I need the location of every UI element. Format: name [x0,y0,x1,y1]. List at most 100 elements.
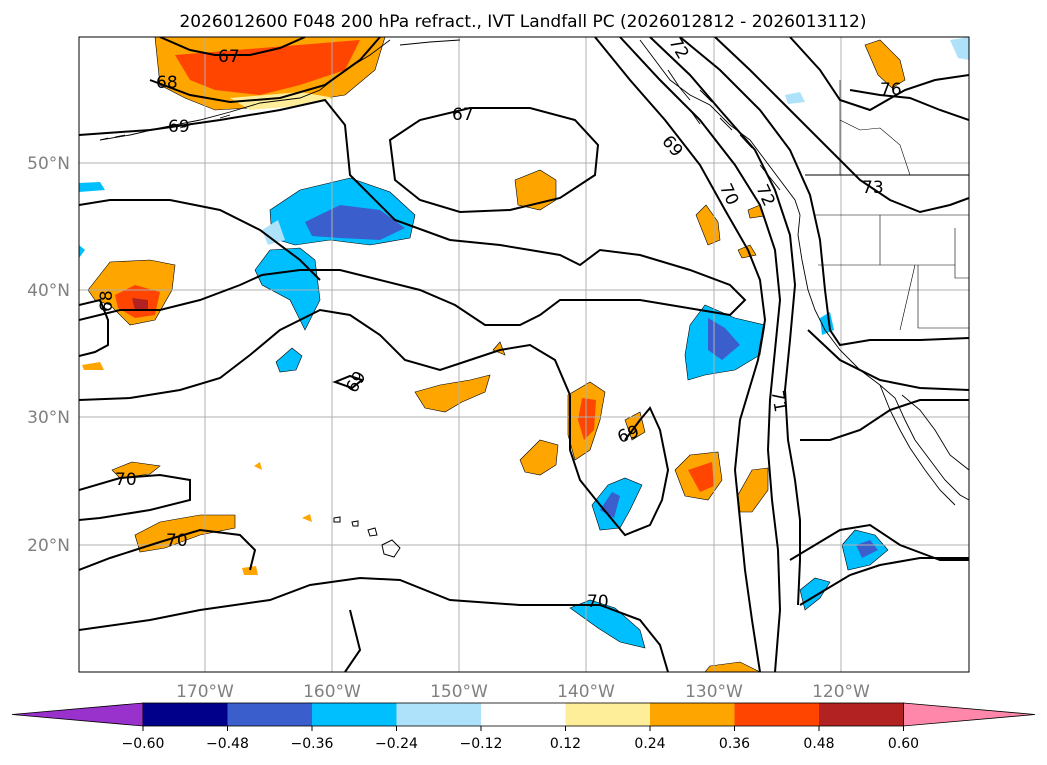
bc-islands [667,69,781,191]
contour-70-far-south [799,557,969,606]
south-positive-dot [242,566,258,575]
lon-label: 130°W [685,682,743,702]
map-frame [78,36,970,673]
positive-anomaly-shading [82,37,906,672]
east-positive-core [688,462,714,492]
canada-negative-dot [785,92,805,104]
colorbar-segment [143,703,228,726]
small-positive-dot [492,341,506,356]
south-coast-positive [704,661,761,672]
colorbar-segment [734,703,819,726]
contour-72 [649,37,801,606]
southwest-positive-patch-2 [111,461,161,479]
state-borders [815,80,969,331]
northpac-negative-core [305,205,405,240]
contour-label: 70 [587,592,609,612]
hawaii-kauai [333,516,341,523]
colorbar-tick-label: −0.36 [291,736,334,752]
contour-72-south-2 [800,399,969,441]
negative-anomaly-shading [79,37,969,649]
lon-label: 140°W [557,682,615,702]
hawaii-islands [333,516,401,558]
contour-label: 73 [862,178,884,198]
small-negative-patch [275,347,303,373]
contour-label: 68 [156,73,178,93]
contour-68-north [149,37,381,104]
contour-labels: 67 67 68 68 69 69 69 69 70 70 70 70 71 7… [97,37,902,612]
mexico-coast [901,394,969,471]
colorbar-tick-label: 0.60 [888,736,919,752]
contour-label: 67 [218,47,240,67]
west-pacific-max [132,298,148,310]
contour-label: 68 [97,290,117,312]
subtropic-positive-patch-2 [519,439,559,476]
lon-label: 160°W [303,682,361,702]
gulf-alaska-patch [514,169,557,211]
colorbar-tick-label: −0.60 [122,736,165,752]
lon-label: 170°W [176,682,234,702]
canada-negative-dot-2 [950,37,969,60]
alaska-positive-core [175,40,360,95]
map-title: 2026012600 F048 200 hPa refract., IVT La… [179,12,866,32]
contour-71-south [789,523,969,561]
colorbar-frame [142,702,904,727]
contour-label: 69 [168,117,190,137]
colorbar-tick-label: −0.12 [460,736,503,752]
hawaii-maui [367,527,378,537]
contour-70-west [79,473,191,521]
subtropic-positive-core [578,398,596,440]
lon-label: 150°W [430,682,488,702]
contour-67-center [388,107,600,214]
contour-70-south-2 [344,609,362,672]
contour-69-loop [332,374,365,390]
contour-76 [849,89,969,121]
bc-coast [639,39,801,216]
colorbar-segment [396,703,481,726]
south-negative-patch [569,599,646,649]
contour-68-west [79,298,109,357]
lat-label: 20°N [27,536,70,556]
colorbar-segment [312,703,397,726]
colorbar-segment [481,703,566,726]
contour-label: 71 [767,389,790,414]
tiny-positive-3 [82,362,104,370]
contour-74 [714,37,969,214]
colorbar-tick-label: −0.24 [375,736,418,752]
contour-71 [619,37,782,672]
colorbar-segment [565,703,650,726]
refractivity-contours [79,37,969,672]
colorbar-tick-label: 0.12 [550,736,581,752]
canada-positive-patch [864,39,906,89]
colorbar: −0.60 −0.48 −0.36 −0.24 −0.12 0.12 0.24 0.36 0.4… [11,702,1036,752]
tiny-positive-1 [302,514,312,522]
colorbar-tick-label: 0.36 [719,736,750,752]
colorbar-segment [227,703,312,726]
latitude-labels: 50°N 40°N 30°N 20°N [27,154,70,556]
us-west-coast [797,214,969,501]
colorbar-extend-low [11,702,144,727]
alaska-positive-edge [230,92,335,110]
colorbar-segment [819,703,904,726]
contour-label: 67 [452,105,474,125]
contour-75 [789,37,969,112]
longitude-labels: 170°W 160°W 150°W 140°W 130°W 120°W [176,682,870,702]
lat-label: 30°N [27,408,70,428]
northpac-negative-edge [262,220,285,245]
colorbar-tick-label: −0.48 [206,736,249,752]
contour-69-lower [79,308,571,401]
mid-pacific-patch [414,374,491,413]
colorbar-extend-high [903,702,1036,727]
contour-70-south [79,528,257,571]
contour-label: 70 [166,531,188,551]
aleutians [99,114,231,141]
west-negative-edge [79,182,105,192]
contour-label: 76 [880,80,902,100]
contour-69-sub [569,395,670,537]
colorbar-tick-label: 0.48 [803,736,834,752]
contour-label: 70 [115,470,137,490]
tiny-positive-2 [254,462,262,470]
contour-69-main [79,98,747,326]
central-negative-core [708,318,740,360]
contour-70-east [594,37,767,672]
